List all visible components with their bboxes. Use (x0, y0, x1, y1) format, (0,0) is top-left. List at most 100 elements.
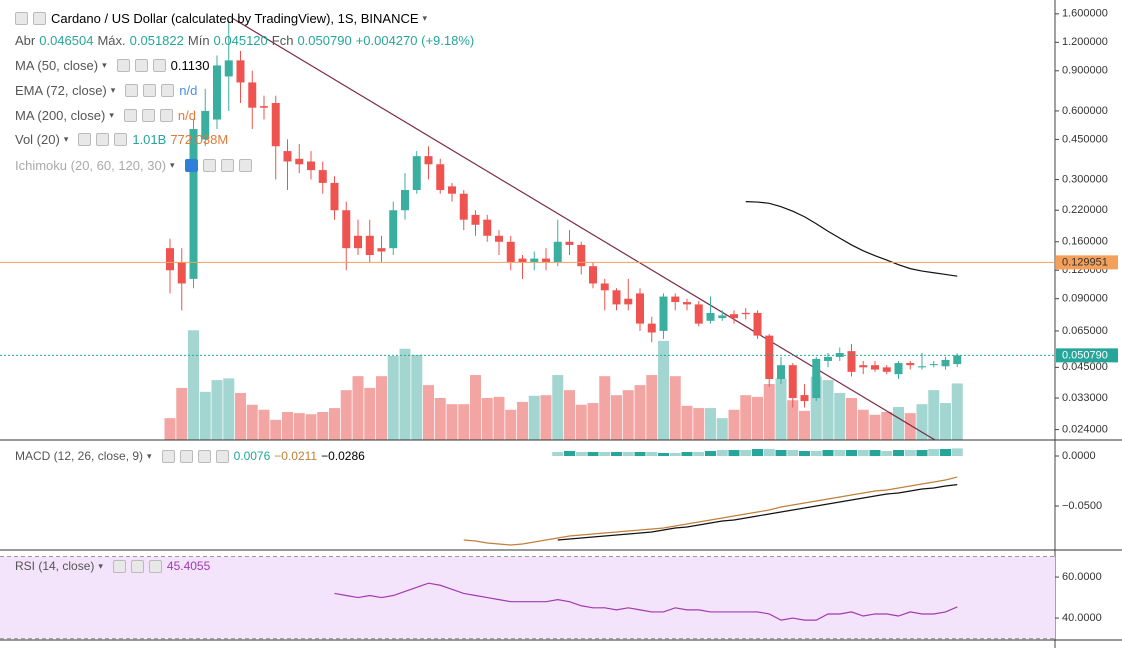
volume-bar (317, 412, 329, 440)
volume-bar (728, 409, 740, 440)
candle-body (260, 106, 268, 108)
value: −0.0211 (274, 449, 318, 463)
volume-bar (869, 414, 881, 440)
legend-rsi: RSI (14, close) ▾ 45.4055 (15, 559, 211, 573)
volume-bar (305, 414, 317, 440)
volume-bar (282, 412, 293, 440)
value: 0.050790 (297, 33, 352, 48)
candle-body (683, 302, 691, 305)
volume-bar (540, 395, 552, 440)
histogram-bar (693, 452, 705, 456)
candle-body (694, 304, 703, 324)
candle-body (659, 296, 668, 331)
volume-bar (505, 409, 517, 440)
histogram-bar (799, 451, 810, 456)
candle-body (730, 314, 738, 319)
volume-bar (258, 409, 270, 440)
histogram-bar (646, 452, 658, 456)
histogram-bar (904, 450, 916, 456)
volume-bar (364, 387, 376, 440)
volume-bar (270, 419, 282, 440)
volume-bar (376, 376, 387, 440)
volume-bar (916, 404, 928, 440)
candle-body (166, 248, 174, 271)
candle-body (577, 244, 586, 267)
signal-line (557, 484, 958, 541)
histogram-bar (822, 450, 834, 456)
volume-bar (904, 413, 916, 440)
volume-bar (693, 408, 705, 440)
volume-bar (481, 398, 493, 440)
volume-bar (458, 404, 470, 440)
histogram-bar (622, 452, 634, 456)
label: Abr (15, 33, 36, 48)
candle-body (189, 128, 198, 279)
histogram-bar (552, 452, 564, 456)
histogram-bar (787, 450, 799, 456)
y-tick-label: 40.0000 (1062, 612, 1102, 624)
volume-bar (293, 413, 305, 440)
volume-bar (799, 410, 810, 440)
value: n/d (177, 108, 196, 123)
histogram-bar (916, 450, 928, 456)
y-tick-label: 0.220000 (1062, 204, 1108, 216)
y-tick-label: 0.065000 (1062, 325, 1108, 337)
volume-bar (669, 376, 681, 440)
histogram-bar (634, 452, 646, 456)
candle-body (835, 353, 844, 357)
candle-body (824, 356, 832, 361)
trend-line (231, 17, 936, 441)
candle-body (800, 395, 809, 402)
histogram-bar (775, 450, 787, 456)
candle-body (518, 258, 527, 263)
candle-body (777, 365, 785, 380)
value: 0.051822 (129, 33, 184, 48)
value: n/d (179, 83, 198, 98)
candle-body (459, 193, 468, 220)
volume-bar (434, 398, 446, 440)
candle-body (953, 355, 962, 365)
candle-body (600, 283, 609, 291)
candle-body (248, 82, 257, 108)
histogram-bar (857, 450, 869, 456)
volume-bar (446, 404, 458, 440)
rsi-band (0, 556, 1055, 639)
candle-body (213, 65, 221, 120)
macd-line (463, 476, 958, 546)
label: EMA (72, close) (15, 83, 107, 98)
volume-bar (646, 375, 658, 440)
legend-macd: MACD (12, 26, close, 9) ▾ 0.0076 −0.0211 −0.… (15, 449, 365, 463)
volume-bar (423, 385, 434, 440)
volume-bar (599, 376, 611, 440)
candle-body (918, 366, 926, 368)
candle-body (894, 363, 903, 375)
histogram-bar (940, 449, 951, 456)
volume-bar (810, 376, 822, 440)
value: 0.045120 (213, 33, 268, 48)
candle-body (471, 214, 480, 225)
volume-bar (164, 418, 176, 440)
y-tick-label: 60.0000 (1062, 571, 1102, 583)
candle-body (718, 315, 727, 319)
y-tick-label: 0.024000 (1062, 423, 1108, 435)
candle-body (236, 60, 245, 83)
ma50-line (745, 201, 958, 277)
candle-body (530, 258, 539, 263)
histogram-bar (740, 450, 752, 456)
legend-ohlc: Abr 0.046504 Máx. 0.051822 Mín 0.045120 Fch… (15, 33, 474, 48)
volume-bar (235, 392, 246, 440)
y-tick-label: 0.600000 (1062, 105, 1108, 117)
candle-body (612, 290, 621, 305)
candle-body (871, 365, 879, 370)
price-label-box (1056, 348, 1118, 363)
volume-bar (340, 390, 352, 440)
candle-body (624, 298, 633, 305)
price-label: 0.050790 (1062, 349, 1108, 361)
candle-body (424, 156, 433, 165)
candle-body (647, 323, 656, 333)
volume-bar (681, 405, 693, 440)
candle-body (882, 367, 891, 372)
label: Ichimoku (20, 60, 120, 30) (15, 158, 167, 173)
y-tick-label: 1.600000 (1062, 8, 1108, 20)
histogram-bar (951, 448, 963, 456)
